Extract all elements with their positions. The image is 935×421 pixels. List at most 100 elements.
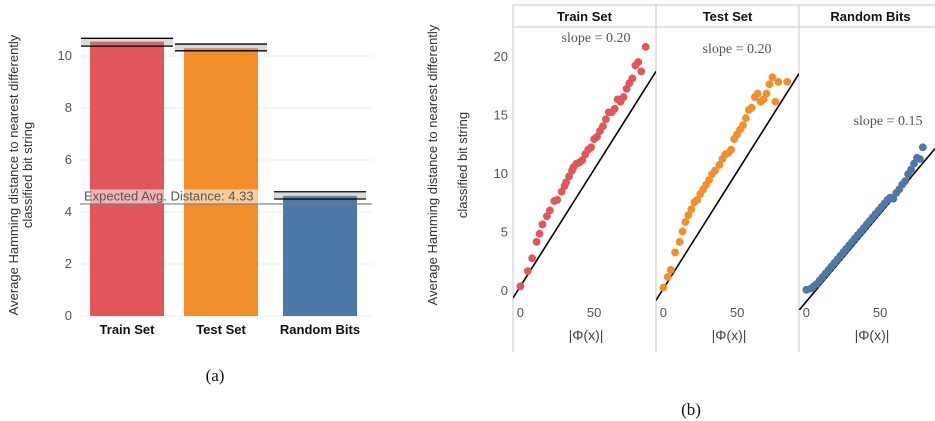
bar-train-set <box>90 41 164 316</box>
b-y-axis-label-line: classified bit string <box>455 112 470 218</box>
scatter-point <box>768 73 777 82</box>
a-y-tick-label: 10 <box>58 48 72 63</box>
scatter-point <box>774 77 783 86</box>
a-y-axis-label: Average Hamming distance to nearest diff… <box>6 34 35 315</box>
facet-test-set: Test Set slope = 0.20 0 50 |Φ(x)| <box>656 9 799 343</box>
a-y-tick-labels: 0 2 4 6 8 10 <box>58 48 72 323</box>
facet-random-bits: Random Bits slope = 0.15 0 50 |Φ(x)| <box>799 9 935 343</box>
b-y-axis-label-line: Average Hamming distance to nearest diff… <box>425 24 440 305</box>
scatter-point <box>747 103 756 112</box>
scatter-point <box>641 42 650 51</box>
scatter-point <box>907 165 915 174</box>
scatter-point <box>545 206 554 215</box>
scatter-point <box>528 254 537 263</box>
scatter-point <box>705 176 713 184</box>
a-y-tick-label: 4 <box>65 204 72 219</box>
scatter-point <box>557 187 566 196</box>
scatter-point <box>739 121 747 130</box>
b-x-tick-label: 50 <box>587 305 601 320</box>
expected-distance-line: Expected Avg. Distance: 4.33 <box>80 188 372 205</box>
b-x-axis-label: |Φ(x)| <box>855 327 890 343</box>
b-x-tick-label: 50 <box>873 305 887 320</box>
scatter-point <box>915 155 924 163</box>
slope-annotation: slope = 0.20 <box>703 42 772 57</box>
b-y-tick-label: 10 <box>494 166 508 181</box>
a-y-axis-label-line: classified bit string <box>20 122 35 228</box>
scatter-point <box>910 159 918 168</box>
scatter-point <box>578 156 587 165</box>
scatter-point <box>762 89 771 98</box>
error-band <box>81 38 173 47</box>
scatter-point <box>553 195 562 204</box>
scatter-point <box>715 160 724 169</box>
scatter-point <box>601 115 610 124</box>
facet-title: Train Set <box>557 9 613 24</box>
fit-line <box>656 73 799 301</box>
scatter-point <box>753 89 762 98</box>
a-bars <box>90 41 357 316</box>
scatter-point <box>742 114 750 123</box>
scatter-point <box>711 166 719 175</box>
slope-annotation: slope = 0.20 <box>562 31 631 46</box>
category-label: Test Set <box>196 322 246 337</box>
scatter-point <box>535 229 544 238</box>
expected-distance-label-bg <box>82 189 260 204</box>
facet-train-set: Train Set slope = 0.20 0 50 |Φ(x)| <box>513 9 656 343</box>
scatter-point <box>593 132 601 141</box>
bar-random-bits <box>283 195 357 316</box>
scatter-point <box>771 97 780 106</box>
scatter-point <box>675 238 684 246</box>
scatter-point <box>599 122 607 131</box>
scatter-point <box>637 67 646 76</box>
bar-test-set <box>184 48 258 316</box>
fit-line <box>513 70 656 299</box>
scatter-point <box>901 177 910 186</box>
caption-b: (b) <box>681 400 701 419</box>
b-x-tick-label: 0 <box>517 305 524 320</box>
a-y-tick-label: 0 <box>65 308 72 323</box>
error-band <box>175 44 267 51</box>
scatter-point <box>666 266 675 274</box>
scatter-point <box>671 248 680 257</box>
scatter-point <box>663 273 672 281</box>
scatter-point <box>543 212 551 221</box>
category-label: Train Set <box>100 322 156 337</box>
scatter-point <box>687 205 696 214</box>
a-y-tick-label: 6 <box>65 152 72 167</box>
b-y-axis-label: Average Hamming distance to nearest diff… <box>425 24 470 305</box>
scatter-point <box>765 80 774 89</box>
b-x-axis-label: |Φ(x)| <box>712 327 747 343</box>
facet-title: Random Bits <box>830 9 910 24</box>
b-panels: Train Set slope = 0.20 0 50 |Φ(x)| Test Set sl… <box>513 9 935 343</box>
scatter-point <box>532 238 541 246</box>
scatter-point <box>684 211 693 219</box>
a-category-labels: Train Set Test Set Random Bits <box>100 322 361 337</box>
error-band <box>274 191 366 199</box>
bar-chart-a: Expected Avg. Distance: 4.33 0 2 4 6 8 10 Tra… <box>6 34 372 385</box>
scatter-point <box>693 195 702 204</box>
a-y-axis-label-line: Average Hamming distance to nearest diff… <box>6 34 21 315</box>
b-panel-frames <box>512 4 935 352</box>
scatter-point <box>516 282 525 291</box>
b-x-tick-label: 0 <box>803 305 810 320</box>
b-y-tick-label: 0 <box>501 283 508 298</box>
scatter-point <box>918 143 927 152</box>
category-label: Random Bits <box>280 322 360 337</box>
scatter-point <box>759 95 768 104</box>
slope-annotation: slope = 0.15 <box>854 114 923 129</box>
scatter-point <box>610 104 619 113</box>
scatter-point <box>538 220 547 229</box>
b-y-tick-label: 15 <box>494 108 508 123</box>
caption-a: (a) <box>206 366 225 385</box>
expected-distance-label: Expected Avg. Distance: 4.33 <box>84 188 254 203</box>
b-y-tick-label: 5 <box>501 224 508 239</box>
a-y-tick-label: 2 <box>65 256 72 271</box>
b-x-tick-label: 50 <box>730 305 744 320</box>
scatter-point <box>628 74 637 83</box>
scatter-point <box>565 172 573 181</box>
scatter-point <box>587 143 596 152</box>
scatter-point <box>619 93 628 101</box>
a-y-tick-label: 8 <box>65 100 72 115</box>
